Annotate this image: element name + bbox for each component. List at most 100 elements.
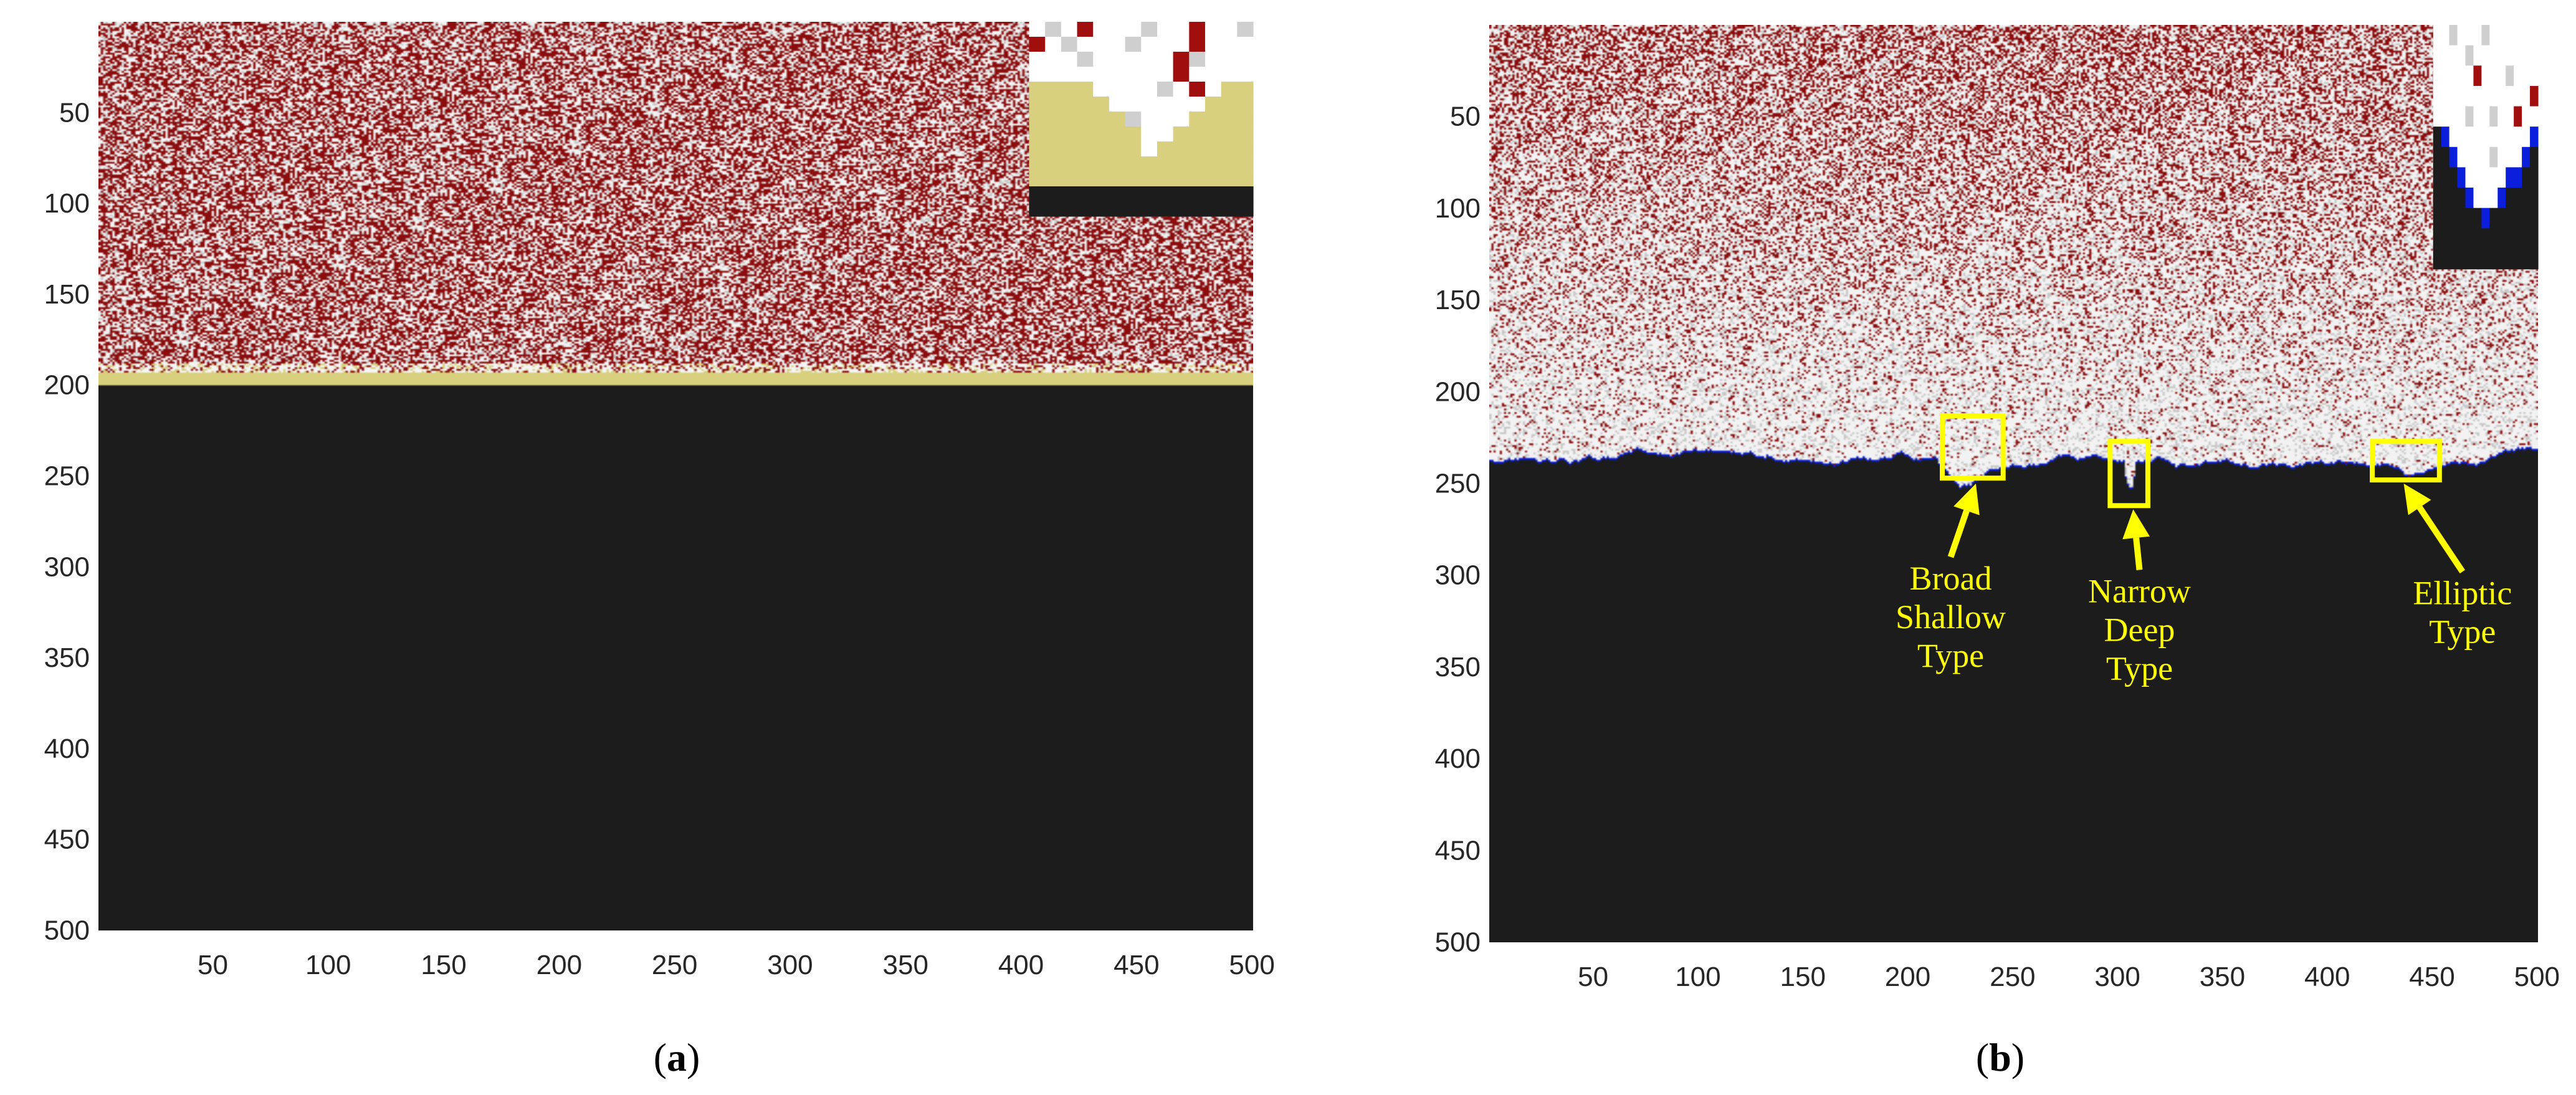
inset-cell — [1125, 22, 1142, 37]
inset-cell — [1125, 112, 1142, 127]
x-tick-label: 100 — [305, 950, 351, 980]
inset-cell — [2506, 146, 2514, 168]
inset-cell — [1237, 37, 1254, 52]
inset-cell — [2473, 208, 2482, 229]
annotation-arrow — [1947, 509, 1970, 558]
inset-cell — [2489, 188, 2498, 209]
inset-cell — [2473, 45, 2482, 66]
y-tick-label: 300 — [44, 552, 90, 582]
x-tick-label: 250 — [1990, 962, 2035, 992]
inset-cell — [2506, 127, 2514, 148]
inset-cell — [1077, 52, 1094, 67]
inset-cell — [2514, 45, 2522, 66]
inset-cell — [2530, 65, 2539, 87]
inset-cell — [1205, 127, 1222, 142]
inset-cell — [1125, 156, 1142, 172]
inset-cell — [1237, 127, 1254, 142]
panel-b: 50 100 150 200 250 300 350 400 450 500 50 100 150 20… — [1435, 25, 2560, 1079]
inset-cell — [1173, 37, 1190, 52]
inset-cell — [1045, 52, 1062, 67]
inset-cell — [1205, 186, 1222, 202]
y-tick-label: 200 — [44, 370, 90, 401]
inset-cell — [2497, 228, 2506, 249]
inset-cell — [1173, 186, 1190, 202]
inset-cell — [2489, 208, 2498, 229]
inset-cell — [1077, 186, 1094, 202]
inset-cell — [1061, 141, 1078, 157]
inset-cell — [1109, 37, 1126, 52]
inset-cell — [1189, 97, 1206, 112]
inset-cell — [1157, 82, 1174, 97]
inset-cell — [2530, 167, 2539, 188]
inset-cell — [1237, 186, 1254, 202]
inset-cell — [1125, 67, 1142, 82]
inset-cell — [1237, 52, 1254, 67]
inset-cell — [2441, 188, 2450, 209]
inset-cell — [1173, 22, 1190, 37]
y-tick-label: 150 — [44, 279, 90, 310]
inset-cell — [1109, 201, 1126, 217]
inset-cell — [1221, 127, 1238, 142]
inset-cell — [2497, 248, 2506, 270]
y-tick-label: 100 — [1435, 193, 1481, 224]
panel-a-y-ticks: 50 100 150 200 250 300 350 400 450 500 — [44, 97, 90, 945]
inset-cell — [2473, 127, 2482, 148]
y-tick-label: 50 — [1450, 102, 1481, 132]
inset-cell — [2489, 228, 2498, 249]
inset-cell — [1093, 156, 1110, 172]
inset-cell — [2465, 25, 2474, 46]
inset-cell — [2457, 85, 2466, 107]
inset-cell — [1205, 37, 1222, 52]
inset-cell — [2465, 65, 2474, 87]
inset-cell — [1189, 37, 1206, 52]
inset-cell — [2497, 208, 2506, 229]
inset-cell — [1157, 127, 1174, 142]
inset-cell — [1045, 186, 1062, 202]
inset-cell — [1221, 201, 1238, 217]
inset-cell — [1189, 67, 1206, 82]
inset-cell — [2465, 248, 2474, 270]
inset-cell — [1093, 97, 1110, 112]
inset-cell — [2441, 208, 2450, 229]
inset-cell — [2433, 167, 2442, 188]
inset-cell — [1157, 97, 1174, 112]
inset-cell — [1157, 67, 1174, 82]
inset-cell — [2449, 65, 2458, 87]
inset-cell — [2506, 25, 2514, 46]
inset-cell — [2465, 127, 2474, 148]
inset-cell — [2433, 208, 2442, 229]
y-tick-label: 400 — [44, 734, 90, 764]
panel-a-x-ticks: 50 100 150 200 250 300 350 400 450 500 — [198, 950, 1275, 980]
inset-cell — [2441, 167, 2450, 188]
inset-cell — [1029, 112, 1046, 127]
inset-cell — [1189, 127, 1206, 142]
inset-cell — [2449, 167, 2458, 188]
y-tick-label: 300 — [1435, 560, 1481, 591]
inset-cell — [2522, 146, 2531, 168]
inset-cell — [2497, 188, 2506, 209]
inset-cell — [1189, 22, 1206, 37]
inset-cell — [2449, 85, 2458, 107]
inset-cell — [2457, 146, 2466, 168]
inset-cell — [1205, 67, 1222, 82]
inset-cell — [1221, 156, 1238, 172]
inset-cell — [2449, 248, 2458, 270]
inset-cell — [1109, 156, 1126, 172]
inset-cell — [1093, 112, 1110, 127]
x-tick-label: 200 — [537, 950, 582, 980]
inset-cell — [2522, 208, 2531, 229]
inset-cell — [2457, 25, 2466, 46]
inset-cell — [2465, 208, 2474, 229]
inset-cell — [1141, 97, 1158, 112]
inset-cell — [1077, 97, 1094, 112]
inset-cell — [2457, 127, 2466, 148]
inset-cell — [1157, 186, 1174, 202]
inset-cell — [2441, 146, 2450, 168]
y-tick-label: 250 — [44, 461, 90, 492]
inset-cell — [2522, 228, 2531, 249]
inset-cell — [2473, 65, 2482, 87]
inset-cell — [2530, 25, 2539, 46]
x-tick-label: 400 — [998, 950, 1044, 980]
panel-a-caption: (a) — [654, 1035, 700, 1079]
inset-cell — [2481, 228, 2490, 249]
